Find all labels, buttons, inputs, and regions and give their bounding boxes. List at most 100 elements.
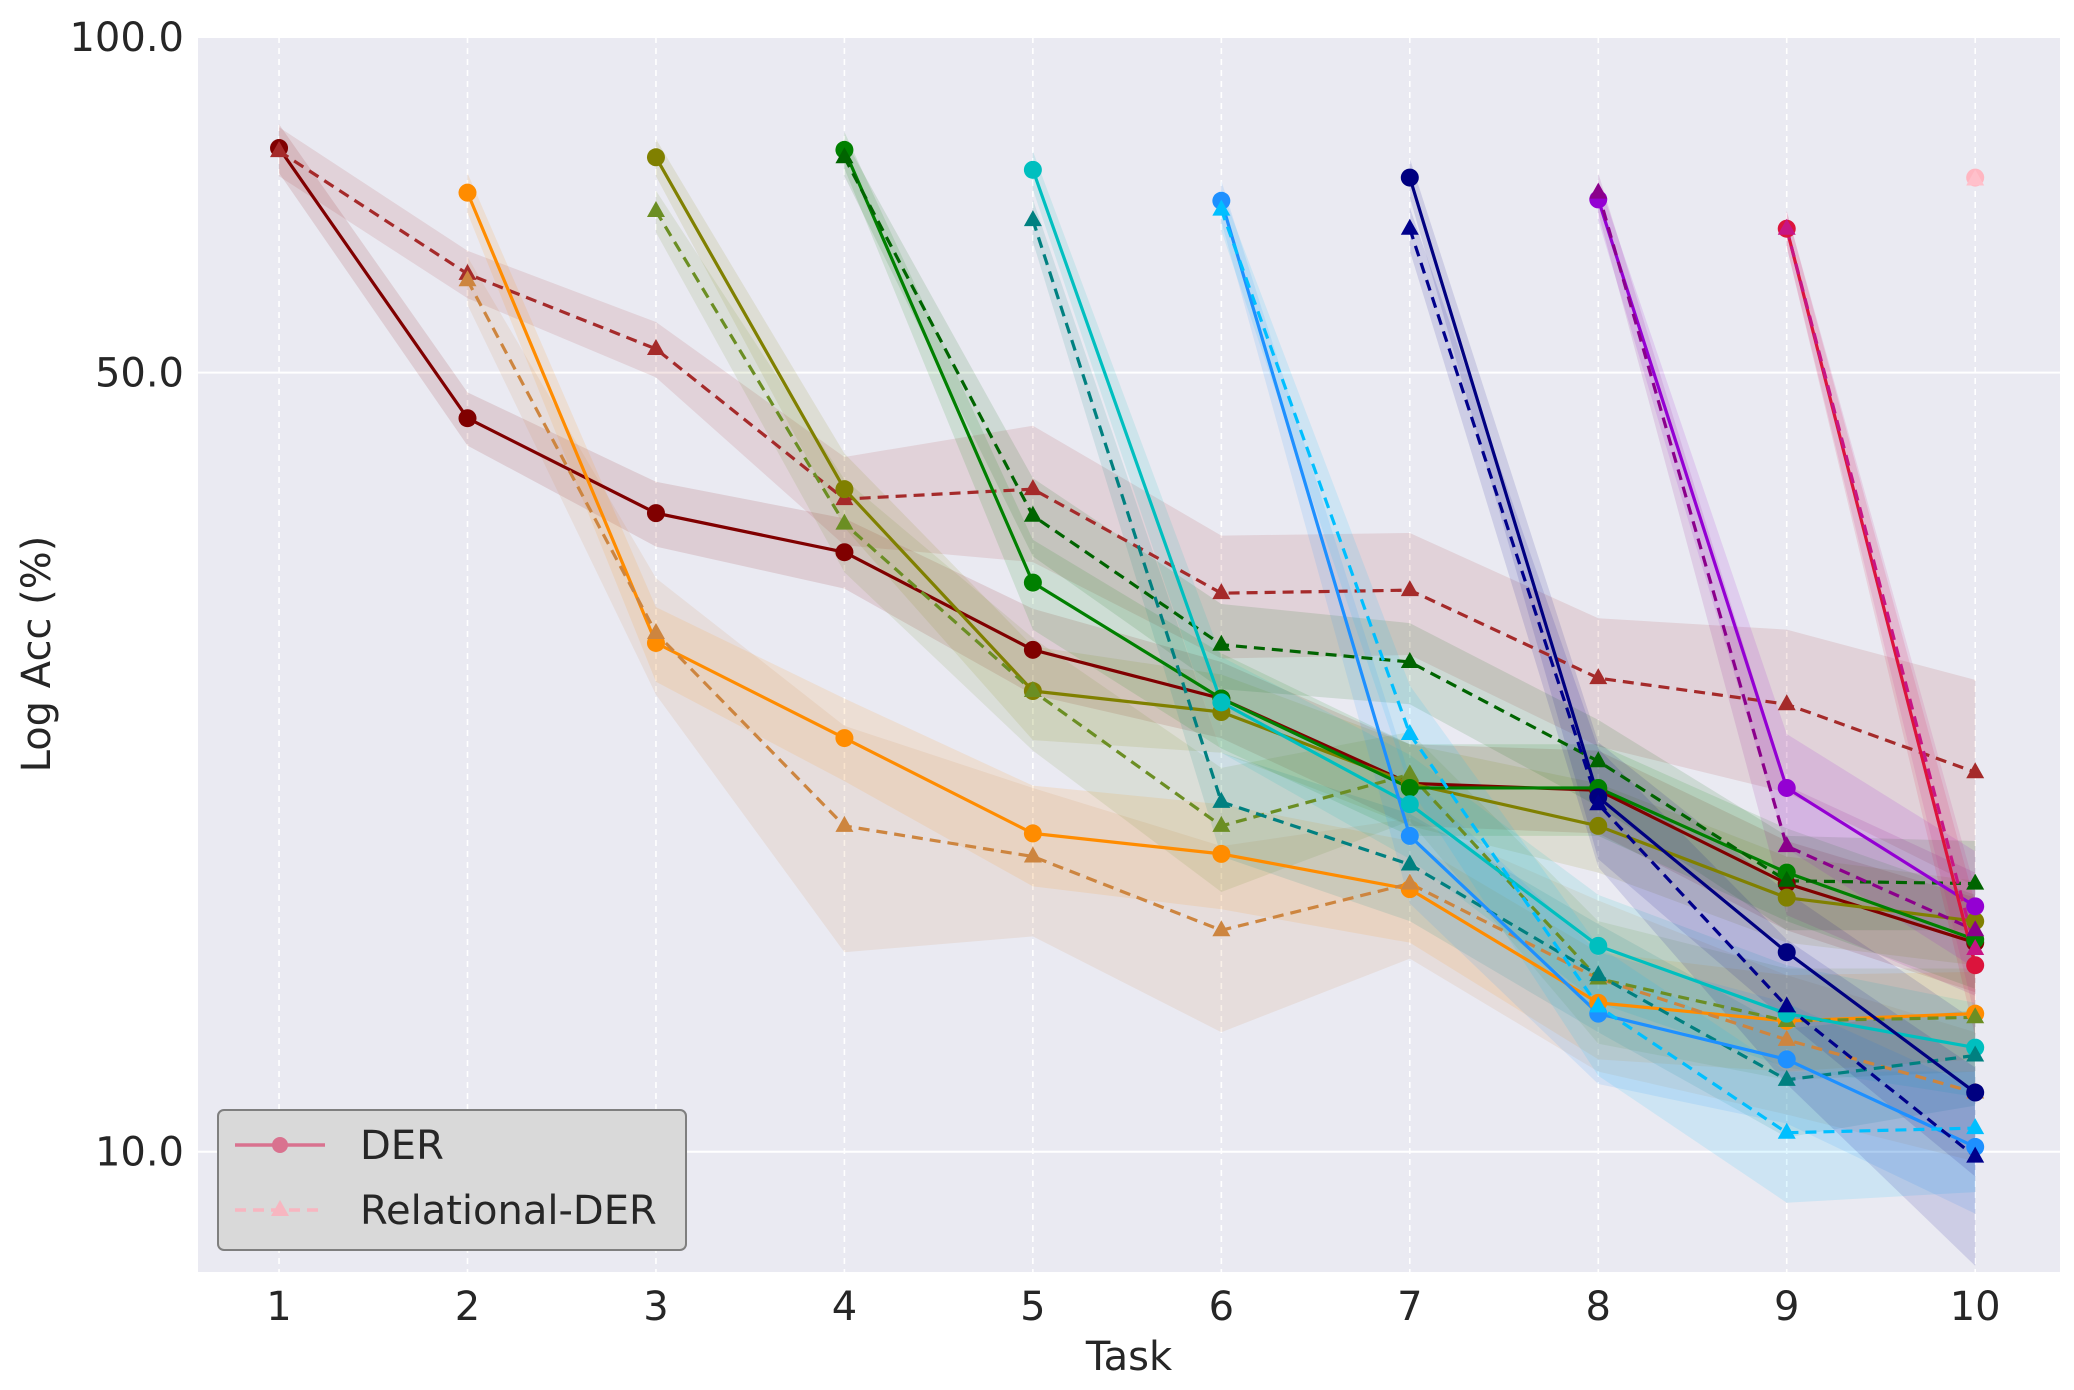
marker-der-task-3 [646,148,665,167]
band-der-task-5 [1032,151,1976,1097]
marker-relational-der-task-1 [1212,583,1231,600]
marker-relational-der-task-6 [1966,1118,1985,1135]
marker-der-task-4 [1400,778,1419,797]
line-relational-der-task-5 [1031,219,1976,1082]
marker-relational-der-task-1 [1966,762,1985,779]
marker-relational-der-task-2 [1400,873,1419,890]
marker-relational-der-task-6 [1212,199,1231,216]
marker-der-task-2 [1212,844,1231,863]
marker-der-task-1 [1023,640,1042,659]
marker-der-task-3 [1777,888,1796,907]
marker-relational-der-task-7 [1777,996,1796,1013]
marker-relational-der-task-9 [1777,218,1796,235]
marker-relational-der-task-4 [1589,751,1608,768]
band-relational-der-task-4 [844,139,1976,931]
marker-der-task-8 [1777,778,1796,797]
tick-labels: 1 2 3 4 5 6 7 8 9 10 10.0 50.0 100.0 [69,15,2000,1330]
marker-relational-der-task-5 [1589,965,1608,982]
line-der-task-7 [1408,177,1977,1094]
marker-relational-der-task-7 [1400,218,1419,235]
marker-relational-der-task-2 [646,622,665,639]
y-axis-label: Log Acc (%) [14,536,60,773]
marker-relational-der-task-5 [1400,854,1419,871]
marker-relational-der-task-1 [270,141,289,158]
marker-der-task-6 [1777,1050,1796,1069]
marker-relational-der-task-2 [1777,1029,1796,1046]
marker-relational-der-task-3 [1023,681,1042,698]
x-tick-label: 4 [832,1284,857,1330]
marker-der-task-7 [1777,943,1796,962]
legend: DER Relational-DER [217,1109,687,1251]
x-tick-label: 5 [1020,1284,1045,1330]
x-tick-label: 8 [1586,1284,1611,1330]
line-der-task-5 [1031,169,1976,1050]
marker-relational-der-task-6 [1777,1122,1796,1139]
marker-relational-der-task-10 [1966,169,1985,186]
legend-box [217,1109,687,1251]
marker-relational-der-task-4 [1400,651,1419,668]
marker-relational-der-task-8 [1777,836,1796,853]
marker-der-task-2 [835,729,854,748]
marker-relational-der-task-8 [1589,182,1608,199]
marker-relational-der-task-5 [1966,1045,1985,1062]
y-tick-label: 50.0 [95,351,184,397]
marker-der-task-5 [1212,693,1231,712]
band-relational-der-task-7 [1409,207,1976,1266]
legend-relational-der-marker [271,1200,289,1216]
marker-relational-der-task-1 [1400,580,1419,597]
marker-der-task-4 [1023,573,1042,592]
x-axis-label: Task [1085,1334,1173,1380]
y-tick-label: 100.0 [69,15,184,61]
legend-der-label: DER [360,1123,444,1169]
band-relational-der-task-3 [655,190,1976,1080]
marker-der-task-7 [1966,1083,1985,1102]
marker-relational-der-task-4 [1023,505,1042,522]
marker-relational-der-task-4 [835,147,854,164]
band-relational-der-task-8 [1598,173,1976,996]
band-relational-der-task-5 [1032,199,1976,1138]
marker-relational-der-task-3 [1212,815,1231,832]
marker-der-task-5 [1400,795,1419,814]
line-relational-der-task-3 [654,210,1976,1023]
marker-relational-der-task-5 [1777,1069,1796,1086]
marker-der-task-8 [1966,897,1985,916]
line-relational-der-task-8 [1596,192,1976,932]
marker-relational-der-task-2 [1212,920,1231,937]
marker-der-task-6 [1400,826,1419,845]
x-tick-label: 1 [266,1284,291,1330]
x-tick-label: 2 [455,1284,480,1330]
marker-relational-der-task-9 [1966,939,1985,956]
marker-relational-der-task-7 [1589,794,1608,811]
marker-der-task-2 [1023,824,1042,843]
marker-relational-der-task-6 [1589,996,1608,1013]
line-relational-der-task-7 [1408,228,1977,1158]
marker-relational-der-task-4 [1966,873,1985,890]
marker-relational-der-task-1 [1777,694,1796,711]
marker-der-task-3 [1589,816,1608,835]
marker-relational-der-task-3 [835,513,854,530]
band-relational-der-task-1 [279,127,1976,887]
x-tick-label: 10 [1950,1284,2001,1330]
plot-area [198,37,2060,1272]
marker-der-task-2 [458,183,477,202]
y-tick-label: 10.0 [95,1130,184,1176]
band-der-task-8 [1598,179,1976,969]
series-markers [270,139,1985,1163]
marker-relational-der-task-5 [1212,791,1231,808]
x-tick-label: 6 [1209,1284,1234,1330]
marker-relational-der-task-2 [835,815,854,832]
x-tick-label: 7 [1397,1284,1422,1330]
marker-der-task-1 [458,409,477,428]
marker-der-task-1 [835,543,854,562]
marker-relational-der-task-8 [1966,920,1985,937]
band-der-task-4 [844,131,1976,989]
marker-relational-der-task-7 [1966,1146,1985,1163]
line-relational-der-task-9 [1785,228,1977,950]
legend-relational-der-label: Relational-DER [360,1188,657,1234]
marker-der-task-9 [1966,956,1985,975]
marker-der-task-5 [1023,160,1042,179]
marker-relational-der-task-6 [1400,723,1419,740]
marker-der-task-7 [1400,168,1419,187]
line-der-task-3 [654,156,1976,923]
